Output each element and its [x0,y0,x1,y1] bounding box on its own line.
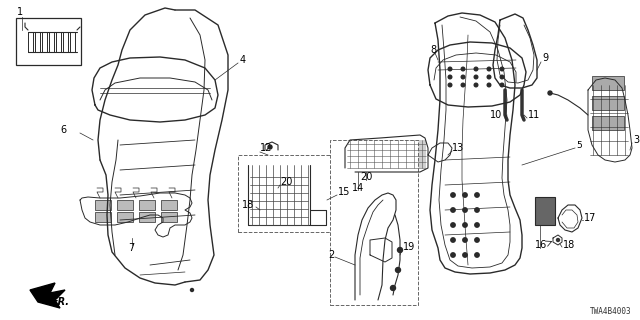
Text: 10: 10 [490,110,502,120]
Text: 6: 6 [60,125,66,135]
Circle shape [451,193,455,197]
Bar [139,200,155,210]
Text: 5: 5 [576,140,582,149]
Circle shape [500,83,504,87]
Circle shape [451,208,455,212]
Circle shape [500,75,504,79]
Circle shape [451,253,455,257]
Text: 20: 20 [280,177,292,187]
Bar [95,200,111,210]
Text: 2: 2 [328,250,334,260]
Bar [161,200,177,210]
Text: 16: 16 [535,240,547,250]
Circle shape [451,238,455,242]
Text: 3: 3 [633,135,639,145]
Circle shape [487,75,491,79]
Circle shape [191,289,193,292]
Circle shape [463,253,467,257]
Circle shape [463,238,467,242]
Bar [117,200,133,210]
Text: 17: 17 [584,213,596,223]
Circle shape [390,285,396,291]
Circle shape [548,91,552,95]
Text: 15: 15 [338,187,350,197]
Text: 19: 19 [403,242,415,252]
Circle shape [474,67,478,71]
Circle shape [463,208,467,212]
Circle shape [463,223,467,227]
Circle shape [461,75,465,79]
Circle shape [397,247,403,252]
Text: 1: 1 [17,7,23,17]
Circle shape [451,223,455,227]
Text: 18: 18 [563,240,575,250]
Circle shape [500,67,504,71]
Circle shape [474,83,478,87]
Bar [592,116,624,130]
Bar [592,96,624,110]
Bar [161,212,177,222]
Text: TWA4B4003: TWA4B4003 [590,308,632,316]
Circle shape [461,67,465,71]
Text: 4: 4 [240,55,246,65]
Text: 11: 11 [528,110,540,120]
Circle shape [487,83,491,87]
Text: FR.: FR. [52,297,70,307]
Circle shape [463,193,467,197]
Bar [95,212,111,222]
Circle shape [475,238,479,242]
Circle shape [461,83,465,87]
Circle shape [475,208,479,212]
Bar [117,212,133,222]
Text: 9: 9 [542,53,548,63]
Circle shape [396,268,401,273]
Circle shape [474,75,478,79]
Circle shape [475,193,479,197]
Bar [238,155,338,232]
Text: 8: 8 [430,45,436,55]
Bar [347,140,426,168]
Circle shape [448,75,452,79]
Circle shape [448,67,452,71]
Circle shape [475,253,479,257]
Circle shape [448,83,452,87]
Text: 13: 13 [452,143,464,153]
Circle shape [475,223,479,227]
Bar [535,197,555,225]
Text: 7: 7 [128,243,134,253]
Polygon shape [30,283,65,308]
Bar [139,212,155,222]
Bar [16,18,81,65]
Text: 12: 12 [260,143,273,153]
Text: 14: 14 [352,183,364,193]
Circle shape [487,67,491,71]
Bar [250,165,308,225]
Text: 20: 20 [360,172,372,182]
Circle shape [268,145,272,149]
Bar [592,76,624,90]
Circle shape [557,238,559,242]
Bar [330,140,418,305]
Text: 18: 18 [242,200,254,210]
